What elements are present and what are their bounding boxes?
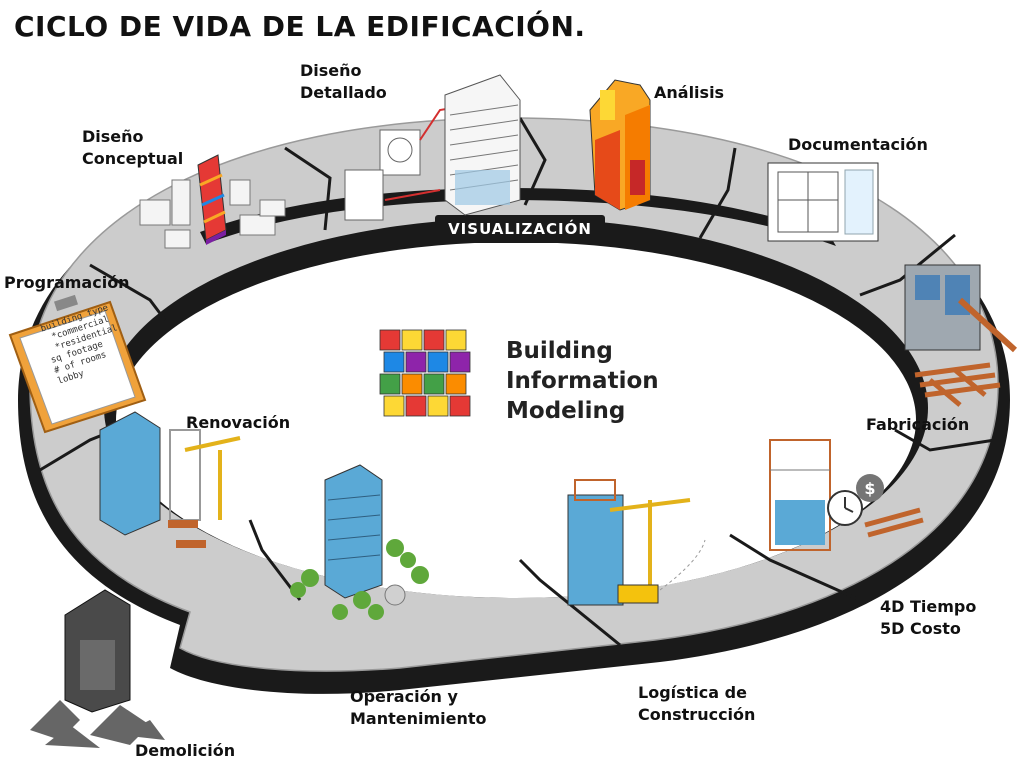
ring-label: VISUALIZACIÓN: [448, 219, 592, 238]
stage-label-logistica: Logística de Construcción: [638, 682, 755, 726]
time-cost-model: $: [769, 439, 924, 551]
bim-cube-block: [405, 395, 427, 417]
stage-label-line: 4D Tiempo: [880, 597, 977, 616]
bim-cube-block: [383, 351, 405, 373]
segment-dividers: [39, 117, 996, 647]
divider-4: [859, 233, 956, 297]
renovation-model: [99, 411, 241, 548]
bim-center-label: Building Information Modeling: [506, 336, 659, 426]
stage-label-demolicion: Demolición: [135, 740, 235, 762]
stage-label-line: 5D Costo: [880, 619, 961, 638]
demolition-model: [30, 589, 165, 748]
stage-label-line: Conceptual: [82, 149, 184, 168]
stage-label-fabricacion: Fabricación: [866, 414, 969, 436]
bim-cube-block: [383, 395, 405, 417]
bim-cube-block: [405, 351, 427, 373]
bim-cube-block: [427, 395, 449, 417]
divider-7: [518, 558, 621, 647]
programming-clipboard: [8, 294, 147, 434]
bim-cube-block: [401, 373, 423, 395]
page-title: CICLO DE VIDA DE LA EDIFICACIÓN.: [14, 10, 586, 43]
documentation-drawing: [767, 162, 879, 242]
divider-6: [729, 533, 861, 602]
stage-label-line: Diseño: [300, 61, 362, 80]
bim-cube-block: [423, 373, 445, 395]
bim-cube-block: [379, 329, 401, 351]
bim-cube-block: [449, 395, 471, 417]
bim-cube-block: [423, 329, 445, 351]
stage-label-line: Operación y: [350, 687, 458, 706]
stage-label-line: Diseño: [82, 127, 144, 146]
bim-cube-block: [427, 351, 449, 373]
stage-label-line: Documentación: [788, 135, 928, 154]
stage-label-diseno-conceptual: Diseño Conceptual: [82, 126, 183, 170]
coin-glyph: $: [864, 479, 875, 498]
ring-inner-hole: [116, 242, 916, 598]
stage-label-line: Logística de: [638, 683, 747, 702]
stage-label-programacion: Programación: [4, 272, 130, 294]
stage-label-line: Programación: [4, 273, 130, 292]
bim-cube-block: [445, 373, 467, 395]
bim-cube-block: [449, 351, 471, 373]
stage-label-analisis: Análisis: [654, 82, 724, 104]
stage-label-operacion: Operación y Mantenimiento: [350, 686, 487, 730]
stage-label-line: Renovación: [186, 413, 291, 432]
stage-label-tiempo-costo: 4D Tiempo 5D Costo: [880, 596, 976, 640]
divider-5: [894, 428, 996, 452]
divider-10: [89, 263, 167, 321]
stage-label-diseno-detallado: Diseño Detallado: [300, 60, 387, 104]
stage-label-line: Mantenimiento: [350, 709, 487, 728]
divider-2: [518, 117, 547, 206]
bim-line: Information: [506, 368, 659, 394]
stage-label-line: Análisis: [654, 83, 725, 102]
visualization-label-bg: [435, 215, 605, 243]
divider-1: [284, 146, 332, 231]
bim-line: Modeling: [506, 398, 626, 424]
stage-label-line: Detallado: [300, 83, 387, 102]
bim-cube-block: [445, 329, 467, 351]
bim-cube-block: [401, 329, 423, 351]
operation-model: [290, 464, 429, 620]
construction-logistics-model: [567, 479, 706, 606]
fabrication-model: [904, 264, 1018, 407]
conceptual-design-model: [139, 154, 286, 249]
divider-8: [248, 519, 302, 601]
stage-label-line: Demolición: [135, 741, 236, 760]
analysis-model: [589, 79, 651, 211]
bim-cube-block: [379, 373, 401, 395]
bim-line: Building: [506, 338, 613, 364]
stage-label-documentacion: Documentación: [788, 134, 928, 156]
stage-label-renovacion: Renovación: [186, 412, 290, 434]
stage-label-line: Fabricación: [866, 415, 970, 434]
divider-3: [698, 147, 737, 239]
stage-label-line: Construcción: [638, 705, 756, 724]
bim-cube-icon: [379, 329, 471, 417]
detailed-design-model: [344, 74, 521, 221]
